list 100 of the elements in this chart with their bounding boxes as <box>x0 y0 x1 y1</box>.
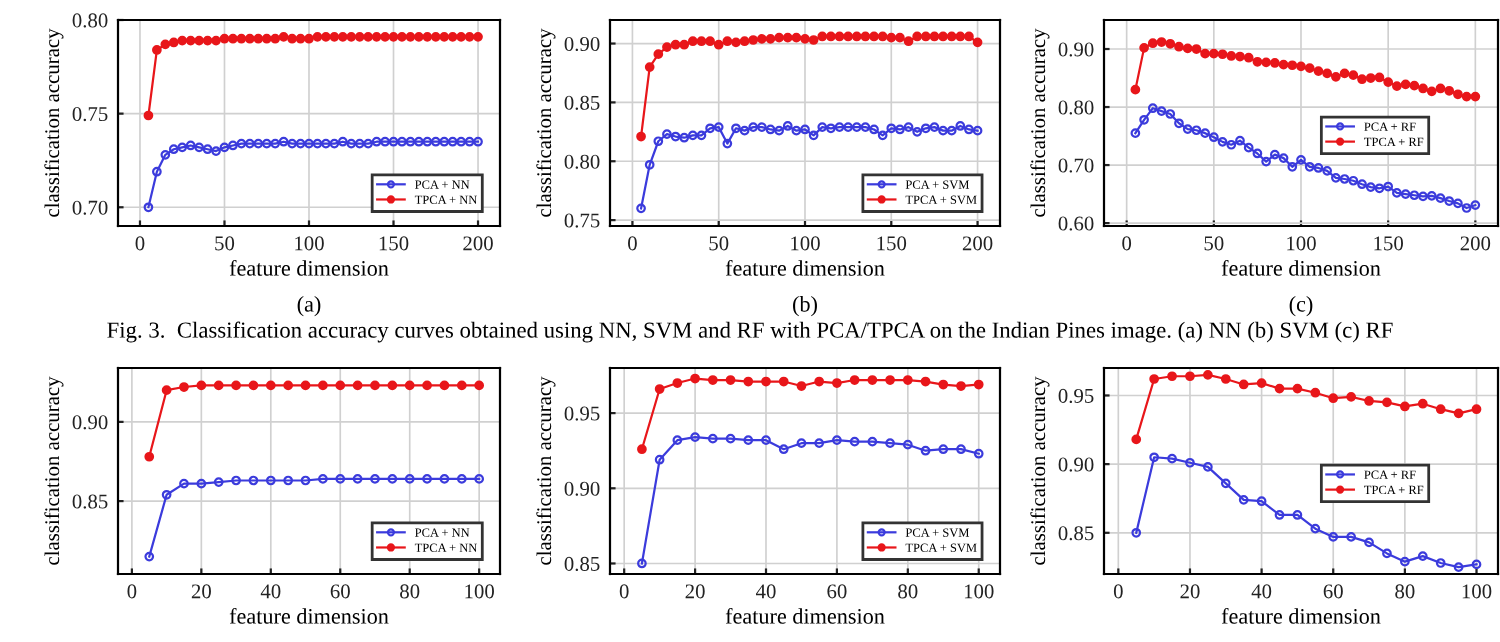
point <box>1278 153 1289 163</box>
point <box>920 445 931 456</box>
caption: Fig. 3. Classification accuracy curves obtained using NN, SVM and RF with PCA/TPCA on the Indian Pines image. (a) NN (b) SVM (c) RF <box>107 321 1393 343</box>
point <box>160 149 171 160</box>
point <box>1182 43 1193 54</box>
point <box>179 478 189 489</box>
point <box>687 130 698 141</box>
point <box>422 31 433 42</box>
point <box>774 125 784 136</box>
y-tick-label: 0.75 <box>564 213 600 228</box>
point <box>791 32 802 43</box>
point <box>707 375 718 385</box>
point <box>707 433 718 444</box>
x-tick-label: 200 <box>962 236 993 251</box>
point <box>1417 551 1428 562</box>
point <box>414 136 424 147</box>
y-tick-label: 0.90 <box>1058 42 1094 57</box>
point <box>956 444 966 455</box>
point <box>1167 371 1177 382</box>
point <box>1292 510 1303 520</box>
point <box>972 37 983 48</box>
point <box>1339 174 1350 184</box>
point <box>1296 61 1306 72</box>
point <box>791 125 802 136</box>
point <box>1304 63 1315 74</box>
point <box>1365 73 1376 83</box>
x-tick-label: 50 <box>1204 236 1224 251</box>
point <box>705 123 715 134</box>
point <box>1287 161 1298 172</box>
point <box>885 375 895 385</box>
point <box>1328 532 1339 542</box>
point <box>388 136 399 147</box>
point <box>300 475 311 486</box>
point <box>1243 142 1254 153</box>
x-tick-label: 80 <box>400 584 420 599</box>
point <box>1131 527 1142 538</box>
point <box>1274 383 1285 394</box>
point <box>456 31 466 42</box>
point <box>1165 38 1176 49</box>
point <box>335 380 346 391</box>
point <box>474 474 485 484</box>
point <box>808 130 819 141</box>
point <box>778 444 789 455</box>
point <box>144 451 155 462</box>
point <box>1147 103 1158 114</box>
y-axis-title: classification accuracy <box>1030 28 1050 217</box>
point <box>895 124 905 135</box>
y-tick-label: 0.85 <box>1058 526 1094 541</box>
point <box>1453 562 1464 572</box>
point <box>761 435 771 446</box>
point <box>973 448 984 459</box>
point <box>902 439 913 450</box>
point <box>851 122 862 132</box>
line-series <box>636 121 983 214</box>
point <box>321 138 331 149</box>
point <box>800 124 810 135</box>
y-axis-title: classification accuracy <box>44 376 64 565</box>
point <box>363 138 374 149</box>
point <box>765 33 776 44</box>
point <box>422 136 433 147</box>
point <box>1139 114 1149 125</box>
y-tick-label: 0.95 <box>564 406 600 421</box>
y-tick-label: 0.95 <box>1058 388 1094 403</box>
point <box>886 32 897 43</box>
point <box>644 62 655 72</box>
point <box>248 380 259 391</box>
point <box>1226 51 1237 61</box>
point <box>152 45 162 55</box>
point <box>456 474 467 484</box>
point <box>1470 91 1481 102</box>
point <box>1313 66 1324 76</box>
point <box>696 36 707 47</box>
x-tick-label: 0 <box>619 584 629 599</box>
point <box>1435 193 1446 204</box>
point <box>456 380 467 391</box>
point <box>929 122 940 132</box>
point <box>885 438 895 449</box>
y-tick-label: 0.70 <box>1058 158 1094 173</box>
point <box>1426 86 1437 97</box>
point <box>964 124 974 135</box>
y-tick-label: 0.80 <box>72 13 108 28</box>
point <box>1374 72 1385 83</box>
point <box>672 378 683 388</box>
point <box>265 475 276 486</box>
point <box>278 31 289 42</box>
y-axis-title: classification accuracy <box>536 376 556 565</box>
point <box>849 436 860 447</box>
point <box>1348 70 1359 80</box>
point <box>722 138 733 149</box>
y-tick-label: 0.90 <box>1058 457 1094 472</box>
point <box>346 138 357 149</box>
point <box>1383 181 1394 192</box>
point <box>1278 59 1289 70</box>
point <box>430 136 441 147</box>
point <box>1261 156 1271 167</box>
point <box>335 474 346 484</box>
point <box>1374 183 1385 194</box>
x-tick-label: 50 <box>709 236 729 251</box>
point <box>261 33 272 44</box>
point <box>397 31 407 42</box>
